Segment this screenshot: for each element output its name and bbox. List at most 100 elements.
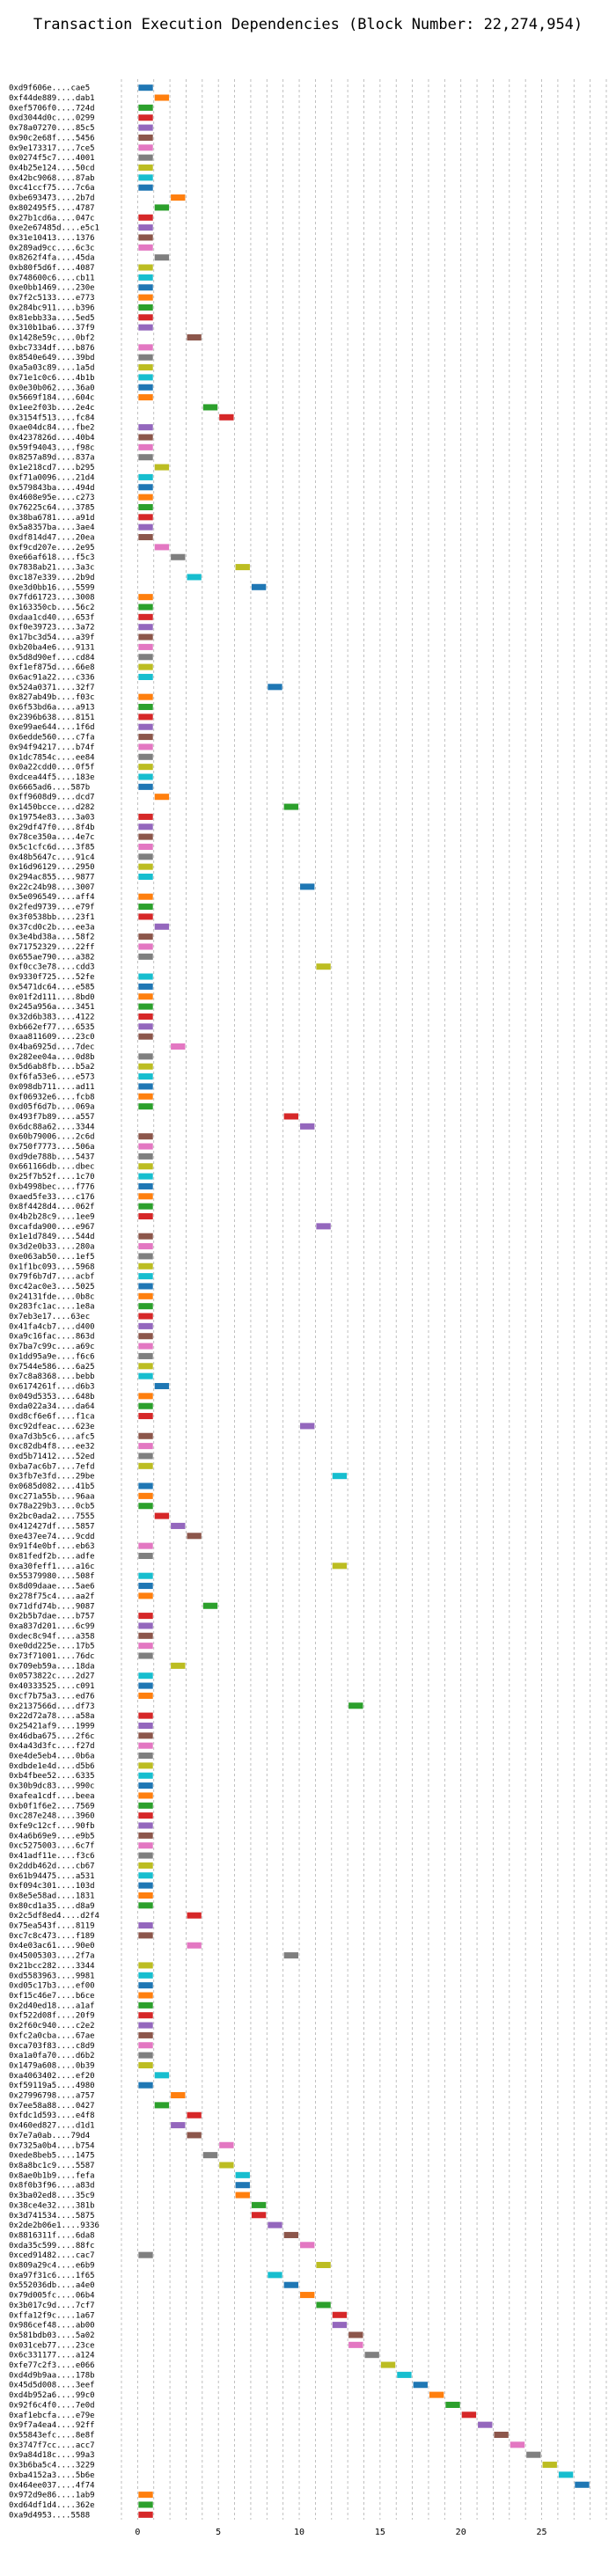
tx-label: 0x552036db....a4e0: [9, 2281, 95, 2290]
tx-label: 0x412427df....5857: [9, 1522, 95, 1531]
tx-label: 0x3e4bd38a....58f2: [9, 933, 95, 942]
tx-bar: [316, 2302, 331, 2309]
tx-label: 0xa97f31c6....1f65: [9, 2272, 95, 2280]
tx-label: 0x32d6b383....4122: [9, 1013, 95, 1021]
tx-bar: [138, 1632, 153, 1639]
tx-label: 0xf0e39723....3a72: [9, 624, 95, 633]
tx-bar: [138, 734, 153, 741]
tx-label: 0xc271a55b....96aa: [9, 1492, 95, 1501]
tx-label: 0xf15c46e7....b6ce: [9, 1992, 95, 2001]
tx-bar: [138, 384, 153, 391]
tx-label: 0x2fed9739....e79f: [9, 904, 95, 912]
tx-label: 0x1479a608....0b39: [9, 2061, 95, 2070]
tx-label: 0x827ab49b....f03c: [9, 693, 95, 702]
tx-label: 0xafea1cdf....beea: [9, 1792, 95, 1801]
tx-bar: [138, 1283, 153, 1290]
tx-label: 0xca703f83....c8d9: [9, 2042, 95, 2051]
tx-bar: [138, 1432, 153, 1439]
tx-bar: [171, 1522, 186, 1529]
tx-label: 0x78ce350a....4e7c: [9, 833, 95, 842]
tx-bar: [138, 224, 153, 231]
tx-bar: [138, 2052, 153, 2059]
tx-bar: [138, 104, 153, 111]
tx-label: 0xaa811609....23c0: [9, 1033, 95, 1042]
tx-label: 0xe66af618....f5c3: [9, 553, 95, 562]
x-tick-label: 5: [216, 2528, 221, 2537]
tx-label: 0x75ea543f....8119: [9, 1922, 95, 1931]
tx-bar: [154, 1382, 170, 1390]
tx-bar: [235, 564, 250, 571]
tx-bar: [268, 2272, 282, 2279]
tx-bar: [138, 144, 153, 151]
tx-bar: [332, 2322, 348, 2329]
tx-label: 0xf44de889....dab1: [9, 94, 95, 103]
tx-bar: [138, 1822, 153, 1829]
tx-label: 0x310b1ba6....37f9: [9, 324, 95, 333]
tx-bar: [187, 1533, 202, 1540]
tx-bar: [494, 2431, 509, 2439]
tx-label: 0x76225c64....3785: [9, 503, 95, 512]
tx-label: 0x282ee04a....0d8b: [9, 1053, 95, 1062]
tx-bar: [138, 1922, 153, 1929]
tx-label: 0xe99ae644....1f6d: [9, 723, 95, 732]
tx-bar: [138, 1083, 153, 1090]
tx-bar: [138, 454, 153, 461]
tx-bar: [283, 2231, 299, 2238]
tx-bar: [138, 1053, 153, 1060]
tx-bar: [138, 1972, 153, 1979]
tx-label: 0xffa12f9c....1a67: [9, 2311, 95, 2320]
tx-label: 0x46dba675....2f6c: [9, 1732, 95, 1741]
tx-bar: [138, 1163, 153, 1170]
tx-label: 0xd3044d0c....0299: [9, 114, 95, 123]
tx-label: 0x294ac855....9877: [9, 874, 95, 882]
tx-label: 0xced91482....cac7: [9, 2251, 95, 2260]
tx-bar: [138, 743, 153, 750]
tx-label: 0xd4b952a6....99c0: [9, 2391, 95, 2400]
tx-label: 0x9a84d18c....99a3: [9, 2451, 95, 2460]
tx-bar: [138, 1643, 153, 1650]
tx-label: 0x4b2b28c9....1ee9: [9, 1213, 95, 1222]
tx-label: 0xf59119a5....4980: [9, 2082, 95, 2090]
tx-bar: [429, 2391, 444, 2398]
tx-label: 0x284bc911....b396: [9, 304, 95, 312]
tx-label: 0x5a8357ba....3ae4: [9, 523, 95, 532]
tx-bar: [138, 514, 153, 521]
tx-label: 0xff9608d9....dcd7: [9, 794, 95, 802]
tx-bar: [332, 1562, 348, 1570]
tx-bar: [138, 1613, 153, 1620]
tx-label: 0x61b94475....a531: [9, 1872, 95, 1881]
tx-bar: [364, 2352, 379, 2359]
tx-label: 0x48b5647c....91c4: [9, 853, 95, 862]
tx-label: 0xf6fa53e6....e573: [9, 1073, 95, 1082]
tx-label: 0x1dc7854c....ee84: [9, 753, 95, 762]
tx-label: 0x22d72a78....a58a: [9, 1712, 95, 1721]
tx-bar: [348, 2331, 363, 2338]
tx-label: 0x6dc88a62....3344: [9, 1123, 95, 1131]
tx-bar: [138, 2511, 153, 2518]
tx-label: 0xe063ab50....1ef5: [9, 1253, 95, 1262]
tx-bar: [138, 1672, 153, 1680]
tx-bar: [138, 1592, 153, 1599]
tx-bar: [138, 874, 153, 881]
tx-bar: [138, 1462, 153, 1469]
tx-bar: [138, 1812, 153, 1819]
tx-bar: [138, 1992, 153, 1999]
tx-bar: [138, 783, 153, 790]
tx-bar: [316, 963, 331, 970]
tx-bar: [138, 933, 153, 940]
tx-bar: [138, 1352, 153, 1359]
tx-bar: [138, 2022, 153, 2029]
tx-label: 0x7f2c5133....e773: [9, 294, 95, 303]
tx-bar: [316, 2261, 331, 2269]
tx-bar: [138, 1962, 153, 1969]
tx-bar: [332, 1473, 348, 1480]
tx-bar: [138, 1742, 153, 1749]
tx-label: 0x3b017c9d....7cf7: [9, 2302, 95, 2310]
tx-label: 0x81ebb33a....5ed5: [9, 314, 95, 323]
tx-bar: [332, 2311, 348, 2318]
tx-label: 0x19754e83....3a03: [9, 813, 95, 822]
tx-bar: [526, 2451, 541, 2458]
tx-label: 0xc7c8c473....f189: [9, 1932, 95, 1941]
tx-label: 0xe3d0bb16....5599: [9, 583, 95, 592]
